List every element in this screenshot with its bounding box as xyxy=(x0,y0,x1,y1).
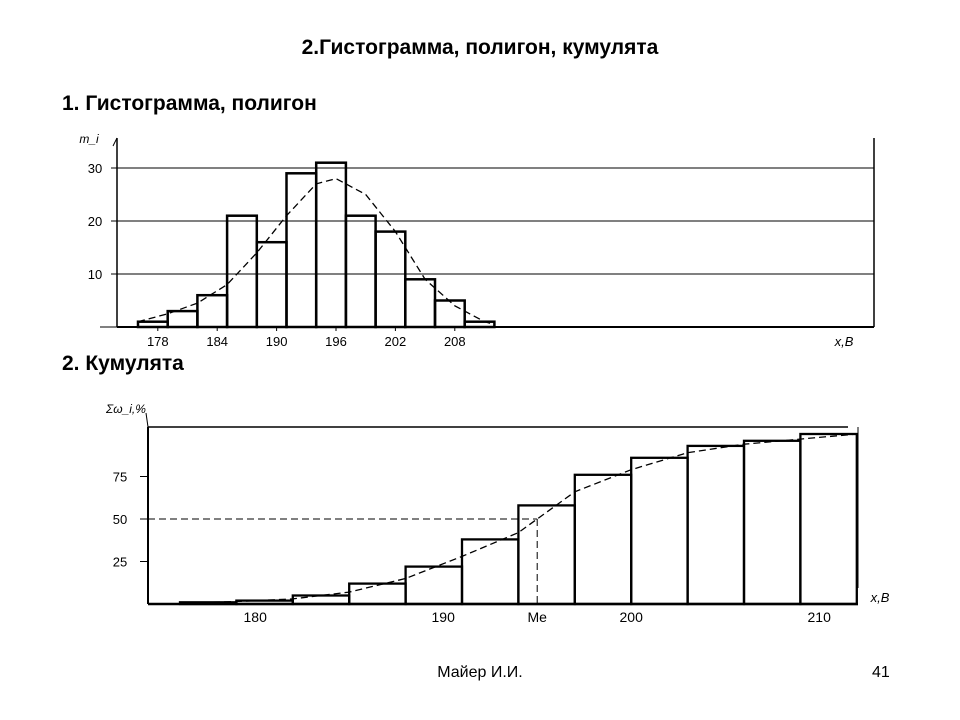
x-tick-label: 210 xyxy=(808,609,832,625)
y-tick-label: 25 xyxy=(113,555,127,570)
y-tick-label: 75 xyxy=(113,470,127,485)
cumulative-bar-4 xyxy=(348,582,407,606)
y-tick-label: 50 xyxy=(113,512,127,527)
cumulative-bar-5 xyxy=(404,565,464,606)
histogram-bar-4 xyxy=(225,214,259,329)
x-tick-label: Me xyxy=(527,609,547,625)
histogram-bar-12 xyxy=(463,320,496,329)
cumulative-bar-7 xyxy=(517,504,576,606)
histogram-bar-1 xyxy=(136,320,169,329)
slide-title: 2.Гистограмма, полигон, кумулята xyxy=(301,36,659,59)
cumulative-bar-9 xyxy=(630,456,689,606)
cumulative-bar-6 xyxy=(460,538,520,606)
cumulative-bar-10 xyxy=(686,444,746,606)
y-tick-label: 30 xyxy=(88,161,102,176)
y-axis-arrow xyxy=(112,137,118,147)
y-axis-arrow xyxy=(145,412,149,428)
section-title-cumulative: 2. Кумулята xyxy=(62,352,184,375)
x-axis-label: x,B xyxy=(870,590,890,605)
y-tick-label: 10 xyxy=(88,267,102,282)
cumulative-bar-2 xyxy=(235,599,294,606)
cumulative-bar-11 xyxy=(742,439,802,606)
cumulative-bar-12 xyxy=(799,432,858,606)
x-tick-label: 202 xyxy=(385,334,407,349)
histogram-bar-10 xyxy=(404,278,437,329)
x-tick-label: 208 xyxy=(444,334,466,349)
x-tick-label: 180 xyxy=(244,609,268,625)
histogram-bar-9 xyxy=(374,230,407,329)
cumulative-bar-3 xyxy=(291,594,351,606)
histogram-bar-11 xyxy=(433,299,466,329)
y-axis-label: Σω_i,% xyxy=(105,402,146,416)
cumulative-curve xyxy=(179,433,857,604)
y-axis-label: m_i xyxy=(79,132,99,146)
x-tick-label: 178 xyxy=(147,334,169,349)
histogram-bar-8 xyxy=(344,214,377,329)
section-title-histogram: 1. Гистограмма, полигон xyxy=(62,92,317,115)
histogram-bar-2 xyxy=(166,309,199,329)
histogram-bar-6 xyxy=(285,172,318,329)
page-number: 41 xyxy=(872,664,890,681)
x-tick-label: 184 xyxy=(206,334,228,349)
x-tick-label: 200 xyxy=(620,609,644,625)
histogram-bar-5 xyxy=(255,240,288,329)
cumulative-bar-8 xyxy=(573,473,633,606)
footer-author: Майер И.И. xyxy=(437,664,523,681)
histogram-bar-7 xyxy=(314,161,348,329)
x-tick-label: 196 xyxy=(325,334,347,349)
frequency-polygon xyxy=(137,177,495,326)
x-tick-label: 190 xyxy=(266,334,288,349)
y-tick-label: 20 xyxy=(88,214,102,229)
x-axis-label: x,B xyxy=(834,334,854,349)
x-tick-label: 190 xyxy=(432,609,456,625)
